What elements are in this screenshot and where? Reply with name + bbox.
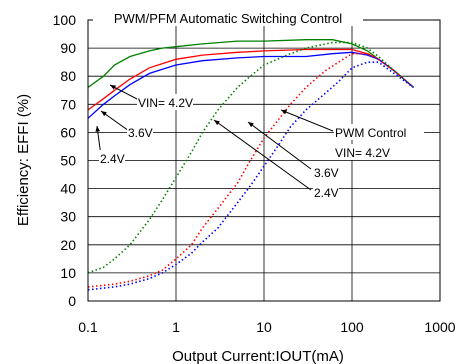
label-pfm-vin-4.2v: VIN= 4.2V [138,96,193,110]
y-tick-label: 50 [60,153,76,169]
y-tick-label: 70 [60,96,76,112]
arrow-pfm-24-head [95,126,101,132]
label-pwm-control: PWM Control [335,126,406,140]
label-pwm-2.4v: 2.4V [314,186,339,200]
x-tick-label: 0.1 [78,319,98,335]
series-line-3 [87,51,414,119]
label-bg-pwm-36 [313,164,339,180]
y-tick-label: 10 [60,265,76,281]
label-pfm-3.6v: 3.6V [128,126,153,140]
label-bg-pfm-36 [127,124,153,140]
annotation-arrows [95,84,334,191]
label-pfm-2.4v: 2.4V [100,152,125,166]
x-tick-label: 1 [172,319,180,335]
label-bg-pwm-title [334,124,424,140]
label-bg-pwm-24 [313,184,339,200]
series-line-1 [87,39,414,88]
series-line-5 [87,52,415,288]
y-tick-label: 20 [60,237,76,253]
label-pwm-3.6v: 3.6V [314,166,339,180]
x-tick-label: 1000 [424,319,455,335]
label-bg-pwm-42 [334,144,408,160]
label-pwm-vin-4.2v: VIN= 4.2V [335,146,390,160]
arrow-pwm-24 [213,119,312,191]
y-tick-label: 30 [60,209,76,225]
label-bg-pfm-42 [137,94,193,110]
grid [88,20,440,301]
y-tick-label: 60 [60,124,76,140]
label-bg-pfm-24 [99,150,125,166]
x-axis-label: Output Current:IOUT(mA) [172,348,344,364]
arrow-pwm-36-head [248,122,254,128]
tick-labels: 0 10 20 30 40 50 60 70 80 90 100 0.1 1 10 100 1000 [53,12,456,335]
chart-title: PWM/PFM Automatic Switching Control [114,11,342,26]
title-background [93,10,363,26]
y-tick-label: 80 [60,68,76,84]
y-tick-label: 90 [60,40,76,56]
y-tick-label: 0 [68,293,76,309]
arrow-pfm-36 [100,110,130,132]
arrow-pfm-36-head [101,111,107,117]
arrow-pwm-42 [280,109,334,132]
y-tick-label: 100 [53,12,77,28]
x-tick-label: 100 [340,319,364,335]
y-axis-label: Efficiency: EFFI (%) [15,94,32,226]
series-line-2 [87,48,414,111]
arrow-pwm-42-head [281,109,287,115]
arrow-pwm-36 [247,121,312,170]
series-group [87,39,415,291]
x-tick-label: 10 [256,319,272,335]
series-line-6 [87,61,414,291]
y-tick-label: 40 [60,181,76,197]
arrow-pfm-42-head [110,85,116,90]
arrow-pwm-24-head [214,120,220,126]
